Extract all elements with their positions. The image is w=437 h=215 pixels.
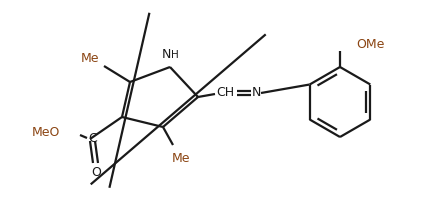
Text: N: N	[251, 86, 261, 100]
Text: H: H	[171, 50, 179, 60]
Text: C: C	[89, 132, 97, 144]
Text: CH: CH	[216, 86, 234, 100]
Text: N: N	[161, 49, 171, 61]
Text: Me: Me	[172, 152, 190, 164]
Text: OMe: OMe	[356, 38, 385, 52]
Text: O: O	[91, 166, 101, 178]
Text: MeO: MeO	[31, 126, 60, 140]
Text: Me: Me	[81, 52, 99, 66]
